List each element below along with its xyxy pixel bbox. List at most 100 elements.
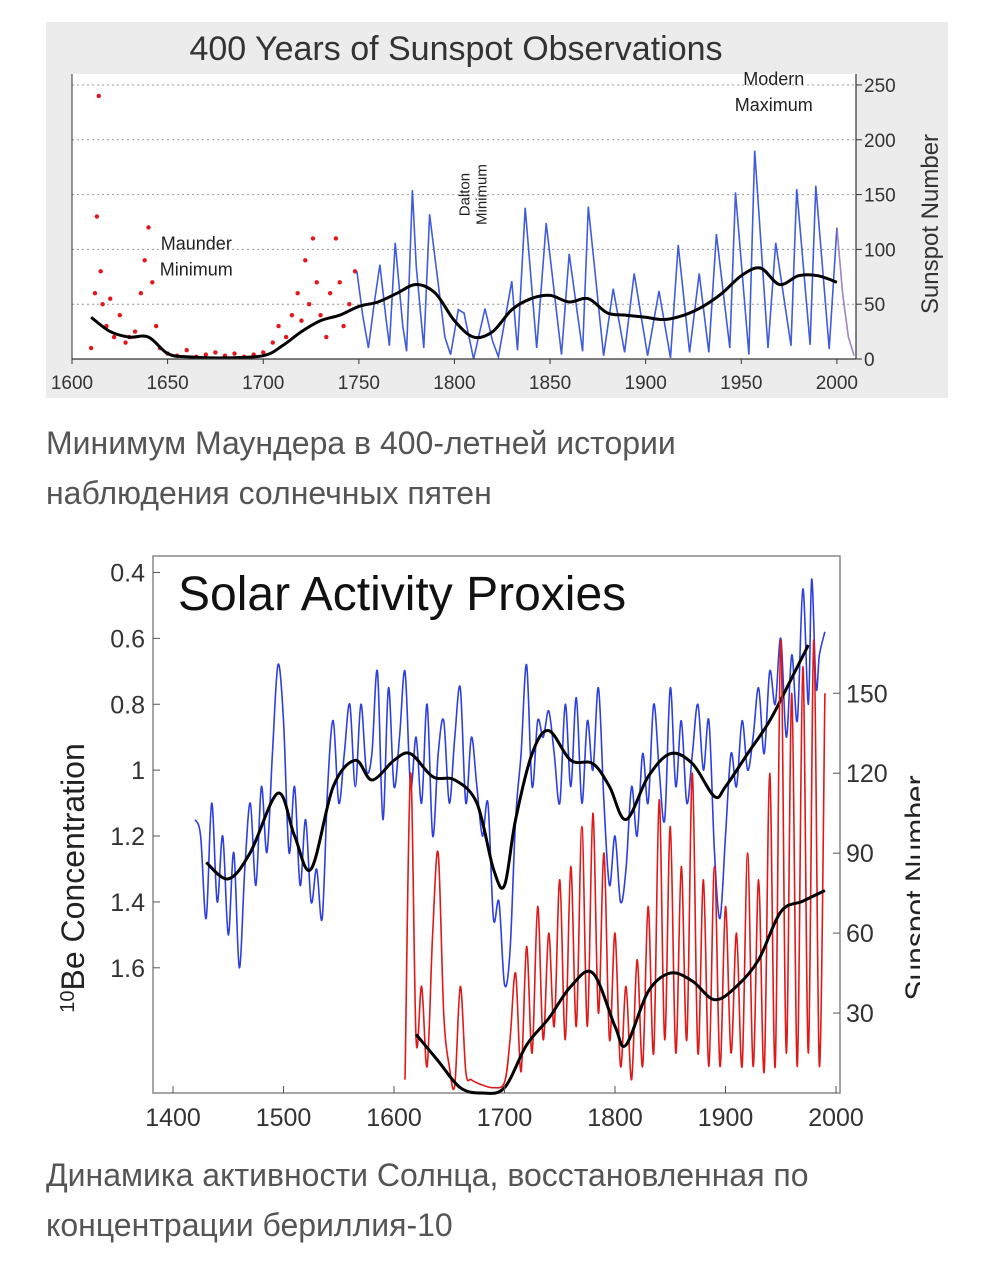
caption-2-line-2: концентрации бериллия-10 bbox=[46, 1207, 453, 1243]
y-right-tick-label: 120 bbox=[846, 760, 888, 788]
annotation-dalton-minimum: DaltonMinimum bbox=[457, 164, 491, 225]
series-smoothed-line bbox=[90, 266, 838, 360]
data-point-red bbox=[333, 236, 339, 241]
data-point-red bbox=[88, 345, 94, 351]
data-point-red bbox=[347, 301, 352, 307]
annotation-line: Maximum bbox=[735, 95, 813, 115]
data-point-red bbox=[299, 318, 304, 323]
data-point-red bbox=[108, 296, 113, 301]
solar-activity-proxies-chart: Solar Activity Proxies 1400 1500 1600 1700 1… bbox=[40, 548, 933, 1138]
y-right-tick-label: 90 bbox=[846, 840, 874, 868]
x-tick-label: 2000 bbox=[808, 1104, 864, 1132]
series-line-right bbox=[404, 639, 826, 1091]
y-axis-left-label: 10Be Concentration bbox=[55, 743, 91, 1013]
annotation-line: Dalton bbox=[457, 173, 474, 216]
y-left-tick-label: 0.4 bbox=[110, 559, 145, 587]
plot-frame bbox=[152, 555, 841, 1094]
data-point-red bbox=[306, 301, 312, 307]
data-point-red bbox=[138, 291, 144, 296]
data-point-red bbox=[184, 348, 189, 353]
data-point-red bbox=[352, 269, 358, 274]
data-point-red bbox=[261, 350, 266, 355]
y-left-tick-label: 1.2 bbox=[110, 823, 145, 851]
y-right-tick-label: 30 bbox=[846, 1000, 874, 1028]
data-point-red bbox=[150, 280, 155, 285]
chart-title: 400 Years of Sunspot Observations bbox=[189, 30, 722, 68]
caption-1-line-1: Минимум Маундера в 400-летней истории bbox=[46, 425, 676, 461]
data-point-red bbox=[324, 334, 329, 340]
x-tick-label: 1900 bbox=[625, 373, 667, 394]
data-point-red bbox=[314, 280, 319, 285]
data-point-red bbox=[111, 334, 117, 340]
sunspot-observations-svg: 400 Years of Sunspot Observations 0 50 100… bbox=[46, 22, 948, 398]
y-right-tick-label: 150 bbox=[846, 680, 888, 708]
y-left-tick-label: 1.4 bbox=[110, 889, 145, 917]
x-tick-label: 1700 bbox=[242, 373, 284, 394]
x-tick-label: 1800 bbox=[433, 373, 475, 394]
y-tick-label: 100 bbox=[864, 240, 896, 261]
caption-1: Минимум Маундера в 400-летней истории на… bbox=[46, 418, 946, 518]
data-point-red bbox=[123, 340, 128, 345]
series-line-1 bbox=[356, 150, 838, 360]
y-tick-label: 0 bbox=[864, 350, 875, 371]
data-point-red bbox=[142, 258, 147, 263]
x-tick-label: 1750 bbox=[338, 373, 380, 394]
x-tick-label: 2000 bbox=[816, 373, 858, 394]
y-axis-right-label: Sunspot Number bbox=[917, 134, 944, 314]
y-axis-left-label-text: Be Concentration bbox=[55, 743, 91, 990]
x-tick-label: 1800 bbox=[587, 1104, 643, 1132]
data-point-red bbox=[337, 280, 342, 285]
data-point-red bbox=[270, 340, 275, 345]
data-point-red bbox=[213, 350, 218, 355]
data-point-red bbox=[132, 329, 138, 334]
y-tick-label: 150 bbox=[864, 186, 896, 207]
sunspot-observations-chart: 400 Years of Sunspot Observations 0 50 100… bbox=[46, 22, 948, 398]
y-tick-label: 50 bbox=[864, 295, 885, 316]
data-point-red bbox=[153, 323, 159, 329]
annotation-line: Maunder bbox=[161, 233, 232, 253]
data-point-red bbox=[96, 93, 101, 99]
y-axis-right-label: Sunspot Number bbox=[900, 775, 920, 1000]
data-point-red bbox=[276, 323, 281, 329]
annotation-line: Minimum bbox=[160, 259, 233, 279]
data-point-red bbox=[146, 225, 151, 230]
data-point-red bbox=[318, 312, 323, 318]
data-point-red bbox=[232, 351, 237, 356]
caption-1-line-2: наблюдения солнечных пятен bbox=[46, 475, 492, 511]
x-tick-label: 1700 bbox=[477, 1104, 533, 1132]
x-tick-label: 1650 bbox=[146, 373, 188, 394]
caption-2: Динамика активности Солнца, восстановлен… bbox=[46, 1150, 946, 1250]
data-point-red bbox=[303, 258, 308, 263]
chart-title: Solar Activity Proxies bbox=[178, 568, 626, 621]
y-left-tick-label: 1.6 bbox=[110, 955, 145, 983]
data-point-red bbox=[100, 301, 105, 307]
x-tick-label: 1850 bbox=[529, 373, 571, 394]
annotation-line: Minimum bbox=[474, 164, 491, 225]
y-tick-label: 200 bbox=[864, 131, 896, 152]
data-point-red bbox=[92, 291, 98, 296]
data-point-red bbox=[295, 291, 300, 296]
solar-activity-proxies-svg: Solar Activity Proxies 1400 1500 1600 1700 1… bbox=[55, 555, 933, 1132]
data-point-red bbox=[94, 214, 100, 219]
x-tick-label: 1950 bbox=[720, 373, 762, 394]
series-smoothed-line-left bbox=[205, 644, 810, 890]
data-point-red bbox=[283, 334, 289, 340]
y-axis-left-label-sup: 10 bbox=[57, 991, 79, 1013]
x-tick-label: 1600 bbox=[51, 373, 93, 394]
annotation-line: Modern bbox=[743, 69, 804, 89]
data-point-red bbox=[310, 236, 316, 241]
caption-2-line-1: Динамика активности Солнца, восстановлен… bbox=[46, 1157, 809, 1193]
data-point-red bbox=[98, 269, 103, 274]
x-tick-label: 1400 bbox=[145, 1104, 201, 1132]
data-point-red bbox=[327, 291, 333, 296]
x-tick-label: 1500 bbox=[256, 1104, 312, 1132]
data-point-red bbox=[203, 352, 209, 357]
y-left-tick-label: 0.6 bbox=[110, 625, 145, 653]
y-left-tick-label: 0.8 bbox=[110, 691, 145, 719]
x-tick-label: 1900 bbox=[698, 1104, 754, 1132]
x-tick-label: 1600 bbox=[366, 1104, 422, 1132]
series-line-left bbox=[194, 578, 826, 988]
data-point-red bbox=[341, 323, 346, 329]
y-right-tick-label: 60 bbox=[846, 920, 874, 948]
y-tick-label: 250 bbox=[864, 76, 896, 97]
